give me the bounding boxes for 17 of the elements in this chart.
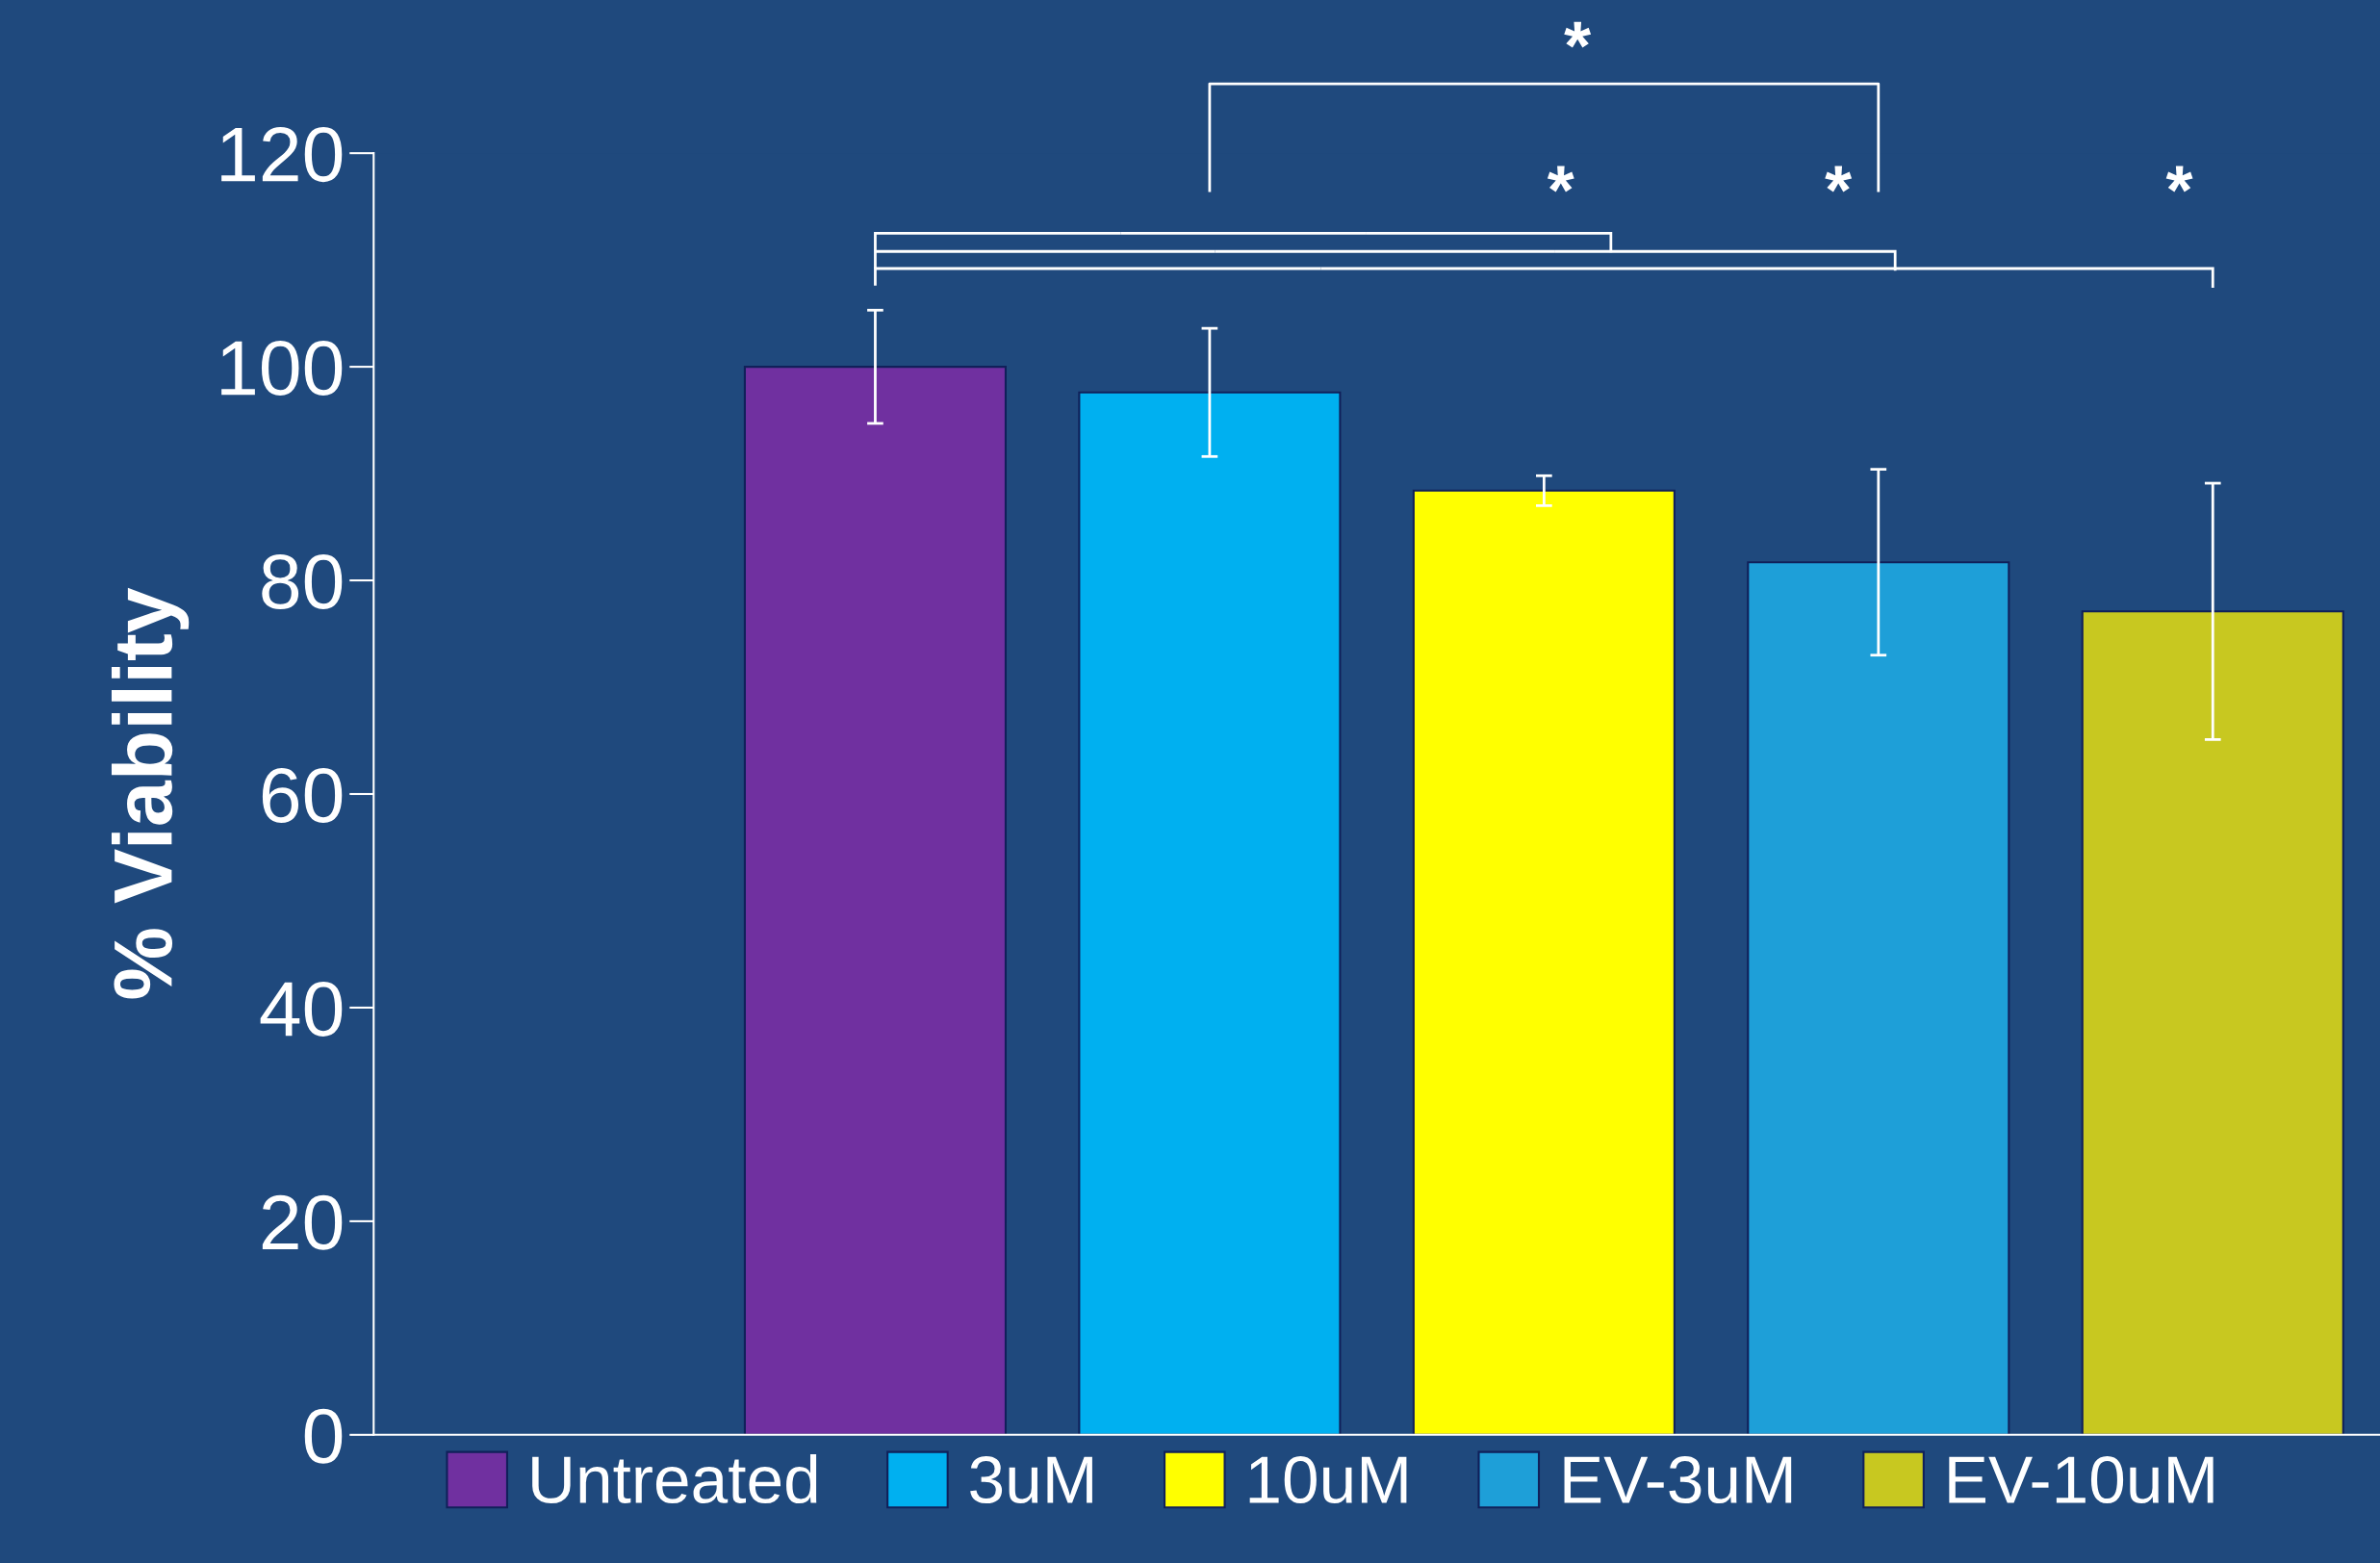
legend-label: 3uM	[970, 1455, 1092, 1504]
text: *	[1564, 21, 1592, 48]
y-tick-label: 60	[262, 767, 343, 823]
annotation: *	[1547, 166, 1574, 192]
legend-label: 10uM	[1249, 1455, 1407, 1504]
y-tick-label: 100	[221, 341, 343, 397]
annotation: *	[1825, 166, 1853, 192]
annotation: *	[2165, 166, 2193, 192]
legend-label: EV-3uM	[1564, 1455, 1792, 1504]
y-axis-title: % Viability	[111, 587, 190, 999]
legend-label: Untreated	[532, 1454, 817, 1504]
y-tick-label: 0	[304, 1408, 343, 1464]
y-tick-label: 20	[262, 1194, 343, 1250]
y-tick-label: 80	[262, 553, 343, 610]
y-tick-label: 40	[260, 981, 343, 1037]
y-tick-label: 120	[221, 127, 343, 183]
legend-label: EV-10uM	[1949, 1455, 2214, 1504]
